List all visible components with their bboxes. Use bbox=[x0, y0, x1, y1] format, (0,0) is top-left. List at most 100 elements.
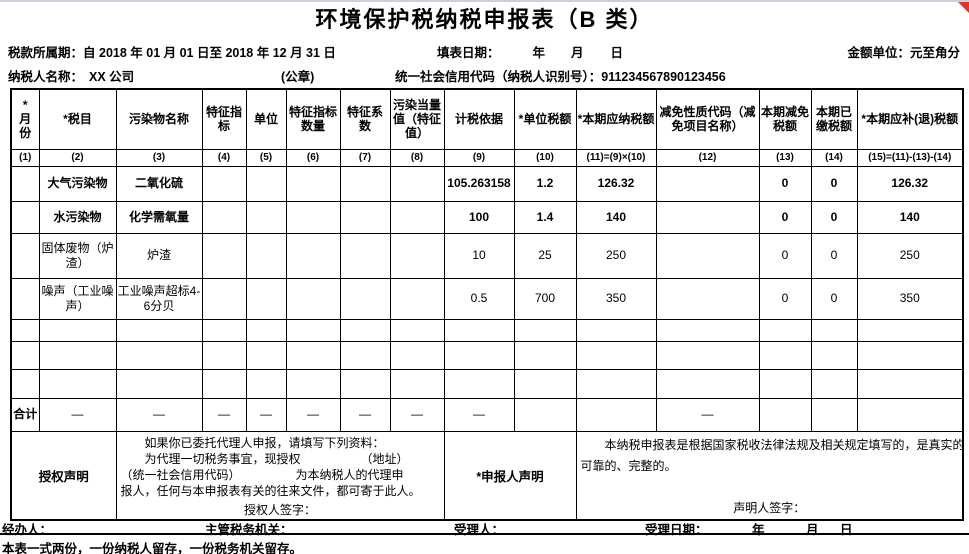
table-cell[interactable] bbox=[285, 232, 341, 279]
table-cell[interactable] bbox=[10, 200, 40, 234]
table-cell[interactable] bbox=[339, 318, 391, 342]
table-cell[interactable]: 1.4 bbox=[513, 200, 577, 234]
table-cell[interactable] bbox=[245, 277, 287, 320]
table-cell[interactable] bbox=[285, 368, 341, 399]
table-cell[interactable] bbox=[339, 200, 391, 234]
table-cell[interactable] bbox=[339, 232, 391, 279]
table-cell[interactable]: 10 bbox=[443, 232, 515, 279]
table-cell[interactable]: 100 bbox=[443, 200, 515, 234]
table-cell[interactable] bbox=[758, 397, 812, 432]
table-cell[interactable]: 350 bbox=[575, 277, 657, 320]
table-cell[interactable] bbox=[856, 340, 964, 370]
table-cell[interactable] bbox=[513, 397, 577, 432]
table-cell[interactable] bbox=[245, 318, 287, 342]
table-cell[interactable] bbox=[38, 368, 117, 399]
table-cell[interactable] bbox=[201, 368, 247, 399]
table-cell[interactable] bbox=[10, 340, 40, 370]
table-cell[interactable]: 0 bbox=[810, 200, 858, 234]
table-cell[interactable] bbox=[285, 318, 341, 342]
table-cell[interactable]: 水污染物 bbox=[38, 200, 117, 234]
table-cell[interactable] bbox=[10, 165, 40, 202]
table-cell[interactable] bbox=[285, 340, 341, 370]
table-cell[interactable] bbox=[339, 340, 391, 370]
table-cell[interactable] bbox=[201, 232, 247, 279]
table-cell[interactable] bbox=[575, 397, 657, 432]
table-cell[interactable] bbox=[38, 340, 117, 370]
table-cell[interactable] bbox=[575, 340, 657, 370]
table-cell[interactable]: 250 bbox=[856, 232, 964, 279]
table-cell[interactable] bbox=[115, 318, 203, 342]
table-cell[interactable]: 25 bbox=[513, 232, 577, 279]
table-cell[interactable] bbox=[339, 165, 391, 202]
table-cell[interactable] bbox=[810, 340, 858, 370]
table-cell[interactable]: 0 bbox=[810, 232, 858, 279]
table-cell[interactable] bbox=[201, 340, 247, 370]
table-cell[interactable] bbox=[810, 397, 858, 432]
table-cell[interactable] bbox=[10, 277, 40, 320]
table-cell[interactable] bbox=[655, 340, 760, 370]
table-cell[interactable] bbox=[856, 397, 964, 432]
table-cell[interactable] bbox=[443, 368, 515, 399]
table-cell[interactable] bbox=[513, 318, 577, 342]
table-cell[interactable]: 0 bbox=[810, 277, 858, 320]
table-cell[interactable]: 炉渣 bbox=[115, 232, 203, 279]
table-cell[interactable] bbox=[389, 318, 445, 342]
table-cell[interactable]: 0.5 bbox=[443, 277, 515, 320]
table-cell[interactable]: 二氧化硫 bbox=[115, 165, 203, 202]
table-cell[interactable] bbox=[655, 232, 760, 279]
table-cell[interactable] bbox=[575, 368, 657, 399]
table-cell[interactable]: 0 bbox=[810, 165, 858, 202]
table-cell[interactable] bbox=[443, 318, 515, 342]
table-cell[interactable] bbox=[389, 232, 445, 279]
table-cell[interactable] bbox=[10, 368, 40, 399]
table-cell[interactable] bbox=[38, 318, 117, 342]
table-cell[interactable] bbox=[655, 318, 760, 342]
table-cell[interactable] bbox=[758, 368, 812, 399]
table-cell[interactable] bbox=[655, 368, 760, 399]
table-cell[interactable] bbox=[856, 368, 964, 399]
table-cell[interactable] bbox=[655, 277, 760, 320]
table-cell[interactable] bbox=[201, 277, 247, 320]
table-cell[interactable] bbox=[389, 340, 445, 370]
table-cell[interactable] bbox=[389, 368, 445, 399]
table-cell[interactable] bbox=[655, 200, 760, 234]
table-cell[interactable] bbox=[245, 368, 287, 399]
table-cell[interactable] bbox=[389, 200, 445, 234]
table-cell[interactable] bbox=[245, 165, 287, 202]
table-cell[interactable] bbox=[389, 277, 445, 320]
table-cell[interactable] bbox=[810, 318, 858, 342]
table-cell[interactable] bbox=[10, 232, 40, 279]
table-cell[interactable]: 噪声（工业噪声） bbox=[38, 277, 117, 320]
table-cell[interactable]: 大气污染物 bbox=[38, 165, 117, 202]
table-cell[interactable] bbox=[339, 368, 391, 399]
table-cell[interactable]: 固体废物（炉渣） bbox=[38, 232, 117, 279]
table-cell[interactable]: 105.263158 bbox=[443, 165, 515, 202]
table-cell[interactable]: 0 bbox=[758, 277, 812, 320]
table-cell[interactable]: 工业噪声超标4-6分贝 bbox=[115, 277, 203, 320]
table-cell[interactable] bbox=[758, 340, 812, 370]
table-cell[interactable] bbox=[389, 165, 445, 202]
table-cell[interactable] bbox=[655, 165, 760, 202]
credit-code-value[interactable]: 911234567890123456 bbox=[601, 70, 726, 84]
authorizer-signature-label[interactable]: 授权人签字： bbox=[243, 502, 316, 517]
table-cell[interactable] bbox=[245, 200, 287, 234]
table-cell[interactable] bbox=[115, 368, 203, 399]
declarant-signature-label[interactable]: 声明人签字： bbox=[733, 500, 806, 515]
table-cell[interactable]: 140 bbox=[856, 200, 964, 234]
table-cell[interactable] bbox=[443, 340, 515, 370]
table-cell[interactable]: 化学需氧量 bbox=[115, 200, 203, 234]
table-cell[interactable] bbox=[339, 277, 391, 320]
table-cell[interactable]: 1.2 bbox=[513, 165, 577, 202]
table-cell[interactable] bbox=[201, 318, 247, 342]
table-cell[interactable] bbox=[245, 232, 287, 279]
table-cell[interactable]: 140 bbox=[575, 200, 657, 234]
table-cell[interactable] bbox=[513, 340, 577, 370]
table-cell[interactable]: 350 bbox=[856, 277, 964, 320]
table-cell[interactable] bbox=[285, 200, 341, 234]
table-cell[interactable]: 0 bbox=[758, 200, 812, 234]
table-cell[interactable] bbox=[245, 340, 287, 370]
table-cell[interactable]: 0 bbox=[758, 165, 812, 202]
table-cell[interactable] bbox=[575, 318, 657, 342]
table-cell[interactable] bbox=[513, 368, 577, 399]
taxpayer-name-value[interactable]: XX 公司 bbox=[89, 70, 135, 84]
